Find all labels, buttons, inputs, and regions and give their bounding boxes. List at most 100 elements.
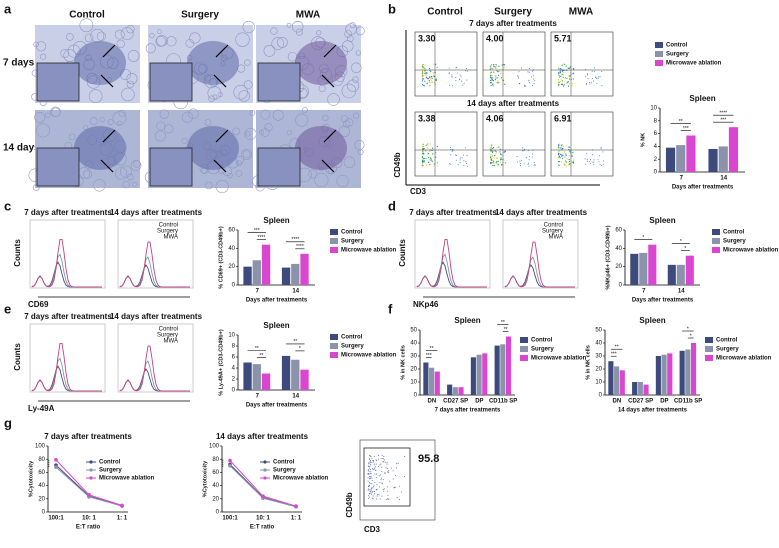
flow-dot	[398, 485, 400, 487]
legend-swatch	[705, 337, 713, 343]
label: 14 days after treatments	[110, 208, 203, 217]
flow-dot	[560, 68, 562, 70]
flow-dot	[368, 462, 370, 464]
bar	[476, 354, 482, 395]
flow-dot	[559, 143, 561, 145]
flow-dot	[368, 463, 370, 465]
flow-dot	[421, 164, 424, 166]
tissue-texture	[249, 110, 256, 116]
label: Ly-49A	[28, 404, 55, 413]
legend-swatch	[705, 355, 713, 361]
flow-dot	[495, 77, 497, 79]
gate	[363, 447, 411, 507]
flow-dot	[383, 490, 385, 492]
chart-title: Spleen	[689, 94, 715, 103]
flow-dot	[562, 154, 564, 156]
flow-dot	[376, 477, 378, 479]
flow-dot	[562, 157, 564, 159]
flow-dot	[568, 78, 570, 80]
flow-dot	[371, 483, 373, 485]
label: Counts	[398, 239, 407, 267]
flow-dot	[593, 161, 595, 163]
tissue-texture	[244, 59, 251, 66]
flow-dot	[531, 85, 533, 87]
bar	[243, 266, 252, 285]
tissue-texture	[227, 172, 233, 179]
tissue-texture	[32, 184, 40, 191]
flow-dot	[564, 156, 566, 158]
flow-dot	[375, 463, 377, 465]
flow-dot	[367, 473, 369, 475]
label: f	[388, 301, 393, 316]
histogram-frame	[117, 323, 194, 393]
flow-dot	[490, 82, 492, 84]
flow-dot	[427, 78, 430, 80]
y-tick-label: 20	[410, 367, 417, 373]
flow-dot	[498, 70, 500, 73]
flow-dot	[561, 73, 563, 75]
legend-label: Surgery	[531, 347, 554, 353]
legend-swatch	[520, 337, 528, 343]
flow-dot	[562, 145, 564, 147]
flow-dot	[595, 78, 597, 80]
bar	[300, 369, 309, 390]
histogram-frame	[29, 323, 106, 393]
y-tick-label: 6	[232, 355, 236, 361]
flow-dot	[461, 157, 463, 159]
flow-dot	[584, 163, 586, 165]
flow-dot	[558, 74, 560, 76]
flow-dot	[375, 466, 377, 468]
flow-dot	[422, 83, 424, 86]
flow-dot	[504, 162, 506, 164]
flow-dot	[498, 81, 500, 83]
tissue-texture	[181, 111, 193, 123]
tissue-texture	[336, 174, 349, 188]
label: Control	[159, 223, 178, 229]
flow-dot	[516, 161, 518, 163]
histogram-frame	[502, 219, 579, 289]
tissue-texture	[272, 109, 284, 121]
y-tick-label: 100	[35, 444, 46, 450]
flow-dot	[602, 163, 604, 165]
flow-dot	[490, 161, 492, 163]
tissue-texture	[166, 36, 177, 47]
tissue-texture	[276, 36, 288, 48]
flow-dot	[459, 159, 461, 161]
y-tick-label: 0	[42, 510, 46, 516]
label: 4.00	[486, 33, 504, 43]
flow-dot	[387, 468, 389, 470]
flow-dot	[495, 75, 497, 77]
point	[54, 465, 58, 469]
flow-dot	[499, 78, 501, 80]
tissue-texture	[189, 32, 201, 44]
flow-dot	[517, 75, 519, 77]
flow-dot	[431, 81, 433, 83]
flow-dot	[489, 72, 492, 75]
flow-dot	[372, 497, 374, 499]
chart-title: Spleen	[263, 216, 289, 225]
flow-dot	[491, 155, 493, 157]
flow-dot	[495, 67, 497, 69]
flow-dot	[490, 147, 492, 149]
flow-dot	[381, 470, 383, 472]
flow-dot	[559, 71, 561, 73]
flow-dot	[421, 70, 424, 72]
y-tick-label: 6	[654, 131, 658, 137]
y-tick-label: 30	[410, 354, 417, 360]
flow-plot	[414, 111, 478, 177]
flow-dot	[436, 66, 438, 69]
flow-dot	[367, 469, 369, 471]
bar	[686, 135, 696, 172]
arrow	[213, 159, 227, 173]
flow-dot	[421, 78, 424, 80]
flow-dot	[528, 67, 530, 69]
flow-dot	[376, 460, 378, 462]
tissue-texture	[120, 165, 132, 178]
flow-dot	[371, 480, 373, 482]
flow-dot	[499, 153, 502, 155]
inset	[257, 147, 301, 187]
flow-dot	[372, 491, 374, 493]
flow-dot	[370, 471, 372, 473]
flow-dot	[401, 491, 403, 493]
flow-dot	[373, 467, 375, 469]
